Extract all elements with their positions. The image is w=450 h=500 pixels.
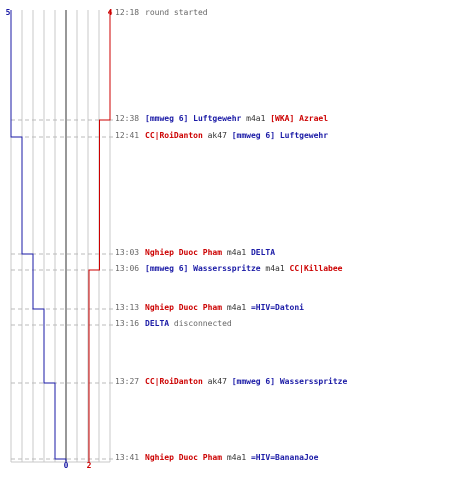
event-row: 13:16 DELTA disconnected (0, 319, 450, 331)
event-time: 12:41 (115, 131, 140, 140)
weapon-name: m4a1 (222, 303, 251, 312)
blue-start-count: 5 (6, 8, 11, 17)
event-time: 13:16 (115, 319, 140, 328)
event-time: 12:18 (115, 8, 140, 17)
red-player-name: Nghiep Duoc Pham (145, 303, 223, 312)
blue-end-count: 0 (64, 461, 69, 470)
blue-player-name: DELTA (250, 248, 276, 257)
weapon-name: m4a1 (222, 248, 251, 257)
red-end-count: 2 (87, 461, 92, 470)
event-note: round started (145, 8, 208, 17)
blue-player-name: [mmweg 6] Wassersspritze (231, 377, 348, 386)
red-player-name: CC|Killabee (289, 264, 343, 273)
weapon-name: ak47 (202, 377, 232, 386)
red-start-count: 4 (108, 8, 113, 17)
red-player-name: Nghiep Duoc Pham (145, 453, 223, 462)
weapon-name: ak47 (202, 131, 232, 140)
event-time: 12:38 (115, 114, 140, 123)
blue-player-name: =HIV=Datoni (250, 303, 304, 312)
event-text: CC|RoiDanton ak47 [mmweg 6] Wasserssprit… (145, 377, 347, 387)
weapon-name: m4a1 (241, 114, 271, 123)
blue-player-name: [mmweg 6] Luftgewehr (231, 131, 329, 140)
red-player-name: [WKA] Azrael (270, 114, 329, 123)
event-row: 13:03 Nghiep Duoc Pham m4a1 DELTA (0, 248, 450, 260)
event-row: 13:27 CC|RoiDanton ak47 [mmweg 6] Wassers… (0, 377, 450, 389)
event-text: DELTA disconnected (145, 319, 232, 329)
event-text: [mmweg 6] Luftgewehr m4a1 [WKA] Azrael (145, 114, 328, 124)
event-text: round started (145, 8, 208, 18)
event-row: 13:41 Nghiep Duoc Pham m4a1 =HIV=BananaJo… (0, 453, 450, 465)
event-text: Nghiep Duoc Pham m4a1 =HIV=BananaJoe (145, 453, 318, 463)
event-time: 13:13 (115, 303, 140, 312)
event-note: disconnected (169, 319, 232, 328)
red-team-line (88, 10, 111, 462)
event-time: 13:06 (115, 264, 140, 273)
red-player-name: Nghiep Duoc Pham (145, 248, 223, 257)
event-row: 13:06 [mmweg 6] Wassersspritze m4a1 CC|Ki… (0, 264, 450, 276)
blue-player-name: =HIV=BananaJoe (250, 453, 319, 462)
event-time: 13:41 (115, 453, 140, 462)
event-text: Nghiep Duoc Pham m4a1 DELTA (145, 248, 275, 258)
team-lines (10, 10, 111, 462)
event-text: Nghiep Duoc Pham m4a1 =HIV=Datoni (145, 303, 304, 313)
event-text: [mmweg 6] Wassersspritze m4a1 CC|Killabe… (145, 264, 342, 274)
event-row: 13:13 Nghiep Duoc Pham m4a1 =HIV=Datoni (0, 303, 450, 315)
weapon-name: m4a1 (260, 264, 290, 273)
red-player-name: CC|RoiDanton (145, 131, 203, 140)
event-time: 13:03 (115, 248, 140, 257)
blue-team-line (10, 10, 67, 462)
blue-player-name: [mmweg 6] Wassersspritze (145, 264, 261, 273)
weapon-name: m4a1 (222, 453, 251, 462)
event-row: 12:38 [mmweg 6] Luftgewehr m4a1 [WKA] Azr… (0, 114, 450, 126)
blue-player-name: [mmweg 6] Luftgewehr (145, 114, 242, 123)
blue-player-name: DELTA (145, 319, 170, 328)
event-row: 12:18 round started (0, 8, 450, 20)
event-text: CC|RoiDanton ak47 [mmweg 6] Luftgewehr (145, 131, 328, 141)
red-player-name: CC|RoiDanton (145, 377, 203, 386)
event-row: 12:41 CC|RoiDanton ak47 [mmweg 6] Luftgew… (0, 131, 450, 143)
event-time: 13:27 (115, 377, 140, 386)
